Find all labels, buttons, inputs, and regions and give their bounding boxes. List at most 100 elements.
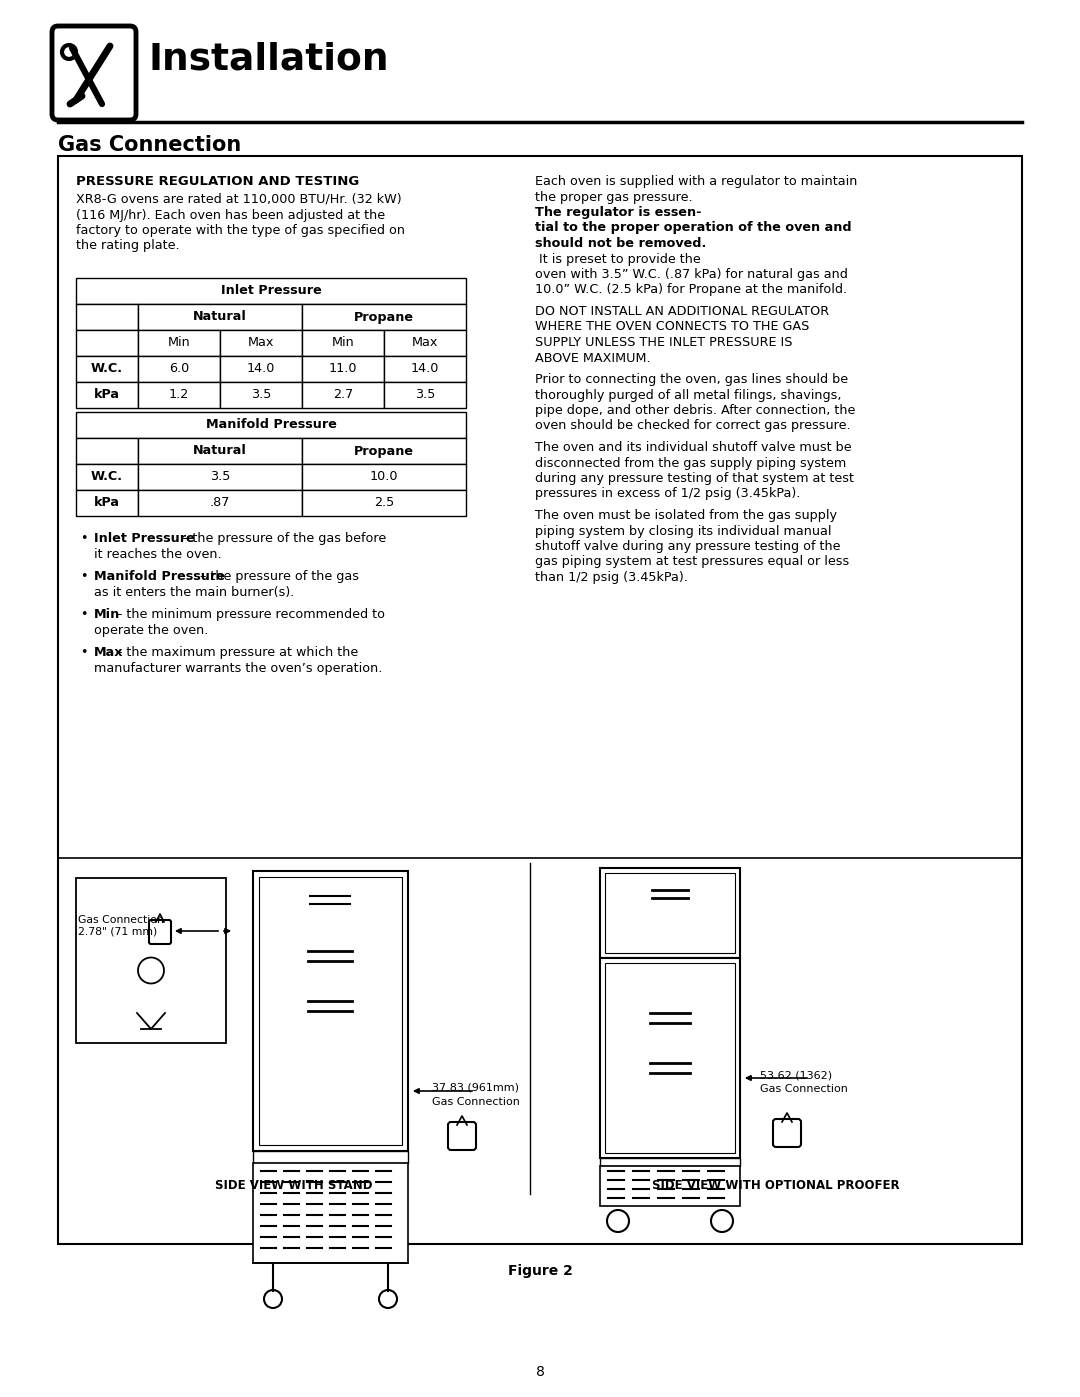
Text: SIDE VIEW WITH OPTIONAL PROOFER: SIDE VIEW WITH OPTIONAL PROOFER [652,1179,900,1192]
Bar [302,381,384,408]
Bar [302,464,465,490]
Text: Max: Max [94,645,123,659]
Bar [76,381,138,408]
FancyBboxPatch shape [52,27,136,120]
Bar [253,870,408,1151]
Text: pipe dope, and other debris. After connection, the: pipe dope, and other debris. After conne… [535,404,855,416]
Text: Natural: Natural [193,310,247,324]
Text: SUPPLY UNLESS THE INLET PRESSURE IS: SUPPLY UNLESS THE INLET PRESSURE IS [535,337,793,349]
Text: Min: Min [332,337,354,349]
FancyBboxPatch shape [149,921,171,944]
Text: 6.0: 6.0 [168,362,189,376]
Text: piping system by closing its individual manual: piping system by closing its individual … [535,524,832,538]
Bar [76,412,465,439]
Text: Gas Connection: Gas Connection [78,915,164,925]
Bar [220,381,302,408]
FancyBboxPatch shape [448,1122,476,1150]
Text: XR8-G ovens are rated at 110,000 BTU/Hr. (32 kW): XR8-G ovens are rated at 110,000 BTU/Hr.… [76,193,402,205]
Bar [384,330,465,356]
Text: PRESSURE REGULATION AND TESTING: PRESSURE REGULATION AND TESTING [76,175,360,189]
Bar [138,330,220,356]
Text: The regulator is essen-: The regulator is essen- [535,205,702,219]
Bar [384,381,465,408]
Text: oven should be checked for correct gas pressure.: oven should be checked for correct gas p… [535,419,851,433]
Text: Gas Connection: Gas Connection [58,136,241,155]
Text: •: • [80,645,87,659]
Bar [138,439,302,464]
Bar [302,490,465,515]
Bar [600,958,740,1158]
Text: pressures in excess of 1/2 psig (3.45kPa).: pressures in excess of 1/2 psig (3.45kPa… [535,488,800,500]
Text: – the minimum pressure recommended to: – the minimum pressure recommended to [112,608,384,622]
Text: Natural: Natural [193,444,247,457]
Bar [253,1151,408,1162]
Text: 14.0: 14.0 [410,362,440,376]
FancyBboxPatch shape [773,1119,801,1147]
Bar [76,877,226,1044]
Text: as it enters the main burner(s).: as it enters the main burner(s). [94,585,295,599]
Text: Max: Max [411,337,438,349]
Text: – the pressure of the gas before: – the pressure of the gas before [178,532,387,545]
Bar [605,873,735,953]
Bar [76,356,138,381]
Text: 1.2: 1.2 [168,388,189,401]
Bar [138,381,220,408]
Bar [138,464,302,490]
Bar [259,877,402,1146]
Bar [58,156,1022,1243]
Text: •: • [80,570,87,583]
Text: factory to operate with the type of gas specified on: factory to operate with the type of gas … [76,224,405,237]
Text: 11.0: 11.0 [328,362,357,376]
Text: manufacturer warrants the oven’s operation.: manufacturer warrants the oven’s operati… [94,662,382,675]
Text: It is preset to provide the: It is preset to provide the [535,253,701,265]
Text: Gas Connection: Gas Connection [760,1084,848,1094]
Text: during any pressure testing of that system at test: during any pressure testing of that syst… [535,472,854,485]
Text: kPa: kPa [94,496,120,510]
Bar [302,305,465,330]
Bar [600,868,740,958]
Text: the rating plate.: the rating plate. [76,239,179,253]
Text: 10.0: 10.0 [369,471,399,483]
Text: Min: Min [94,608,120,622]
Text: .87: .87 [210,496,230,510]
Text: 37.83 (961mm): 37.83 (961mm) [432,1083,519,1092]
Text: 3.5: 3.5 [210,471,230,483]
Text: operate the oven.: operate the oven. [94,624,208,637]
Text: – the maximum pressure at which the: – the maximum pressure at which the [112,645,359,659]
Text: Propane: Propane [354,444,414,457]
Text: Manifold Pressure: Manifold Pressure [205,419,337,432]
Bar [220,330,302,356]
Bar [220,356,302,381]
Text: 53.62 (1362): 53.62 (1362) [760,1070,832,1080]
Text: 2.7: 2.7 [333,388,353,401]
Text: W.C.: W.C. [91,471,123,483]
Text: gas piping system at test pressures equal or less: gas piping system at test pressures equa… [535,556,849,569]
Text: W.C.: W.C. [91,362,123,376]
Text: Propane: Propane [354,310,414,324]
Text: 2.5: 2.5 [374,496,394,510]
Text: 3.5: 3.5 [251,388,271,401]
Text: the proper gas pressure.: the proper gas pressure. [535,190,697,204]
Text: it reaches the oven.: it reaches the oven. [94,548,221,562]
Bar [302,439,465,464]
Bar [138,490,302,515]
Text: Min: Min [167,337,190,349]
Text: DO NOT INSTALL AN ADDITIONAL REGULATOR: DO NOT INSTALL AN ADDITIONAL REGULATOR [535,305,829,319]
Text: than 1/2 psig (3.45kPa).: than 1/2 psig (3.45kPa). [535,571,688,584]
Text: oven with 3.5” W.C. (.87 kPa) for natural gas and: oven with 3.5” W.C. (.87 kPa) for natura… [535,268,848,281]
Text: Inlet Pressure: Inlet Pressure [220,285,322,298]
Text: 10.0” W.C. (2.5 kPa) for Propane at the manifold.: 10.0” W.C. (2.5 kPa) for Propane at the … [535,284,847,296]
Text: ABOVE MAXIMUM.: ABOVE MAXIMUM. [535,352,650,365]
Text: Each oven is supplied with a regulator to maintain: Each oven is supplied with a regulator t… [535,175,858,189]
Bar [76,278,465,305]
Bar [253,1162,408,1263]
Text: Installation: Installation [148,42,389,78]
Text: 8: 8 [536,1365,544,1379]
Text: tial to the proper operation of the oven and: tial to the proper operation of the oven… [535,222,852,235]
Bar [600,1158,740,1166]
Bar [76,490,138,515]
Bar [605,963,735,1153]
Text: Gas Connection: Gas Connection [432,1097,519,1106]
Bar [76,464,138,490]
Bar [76,439,138,464]
